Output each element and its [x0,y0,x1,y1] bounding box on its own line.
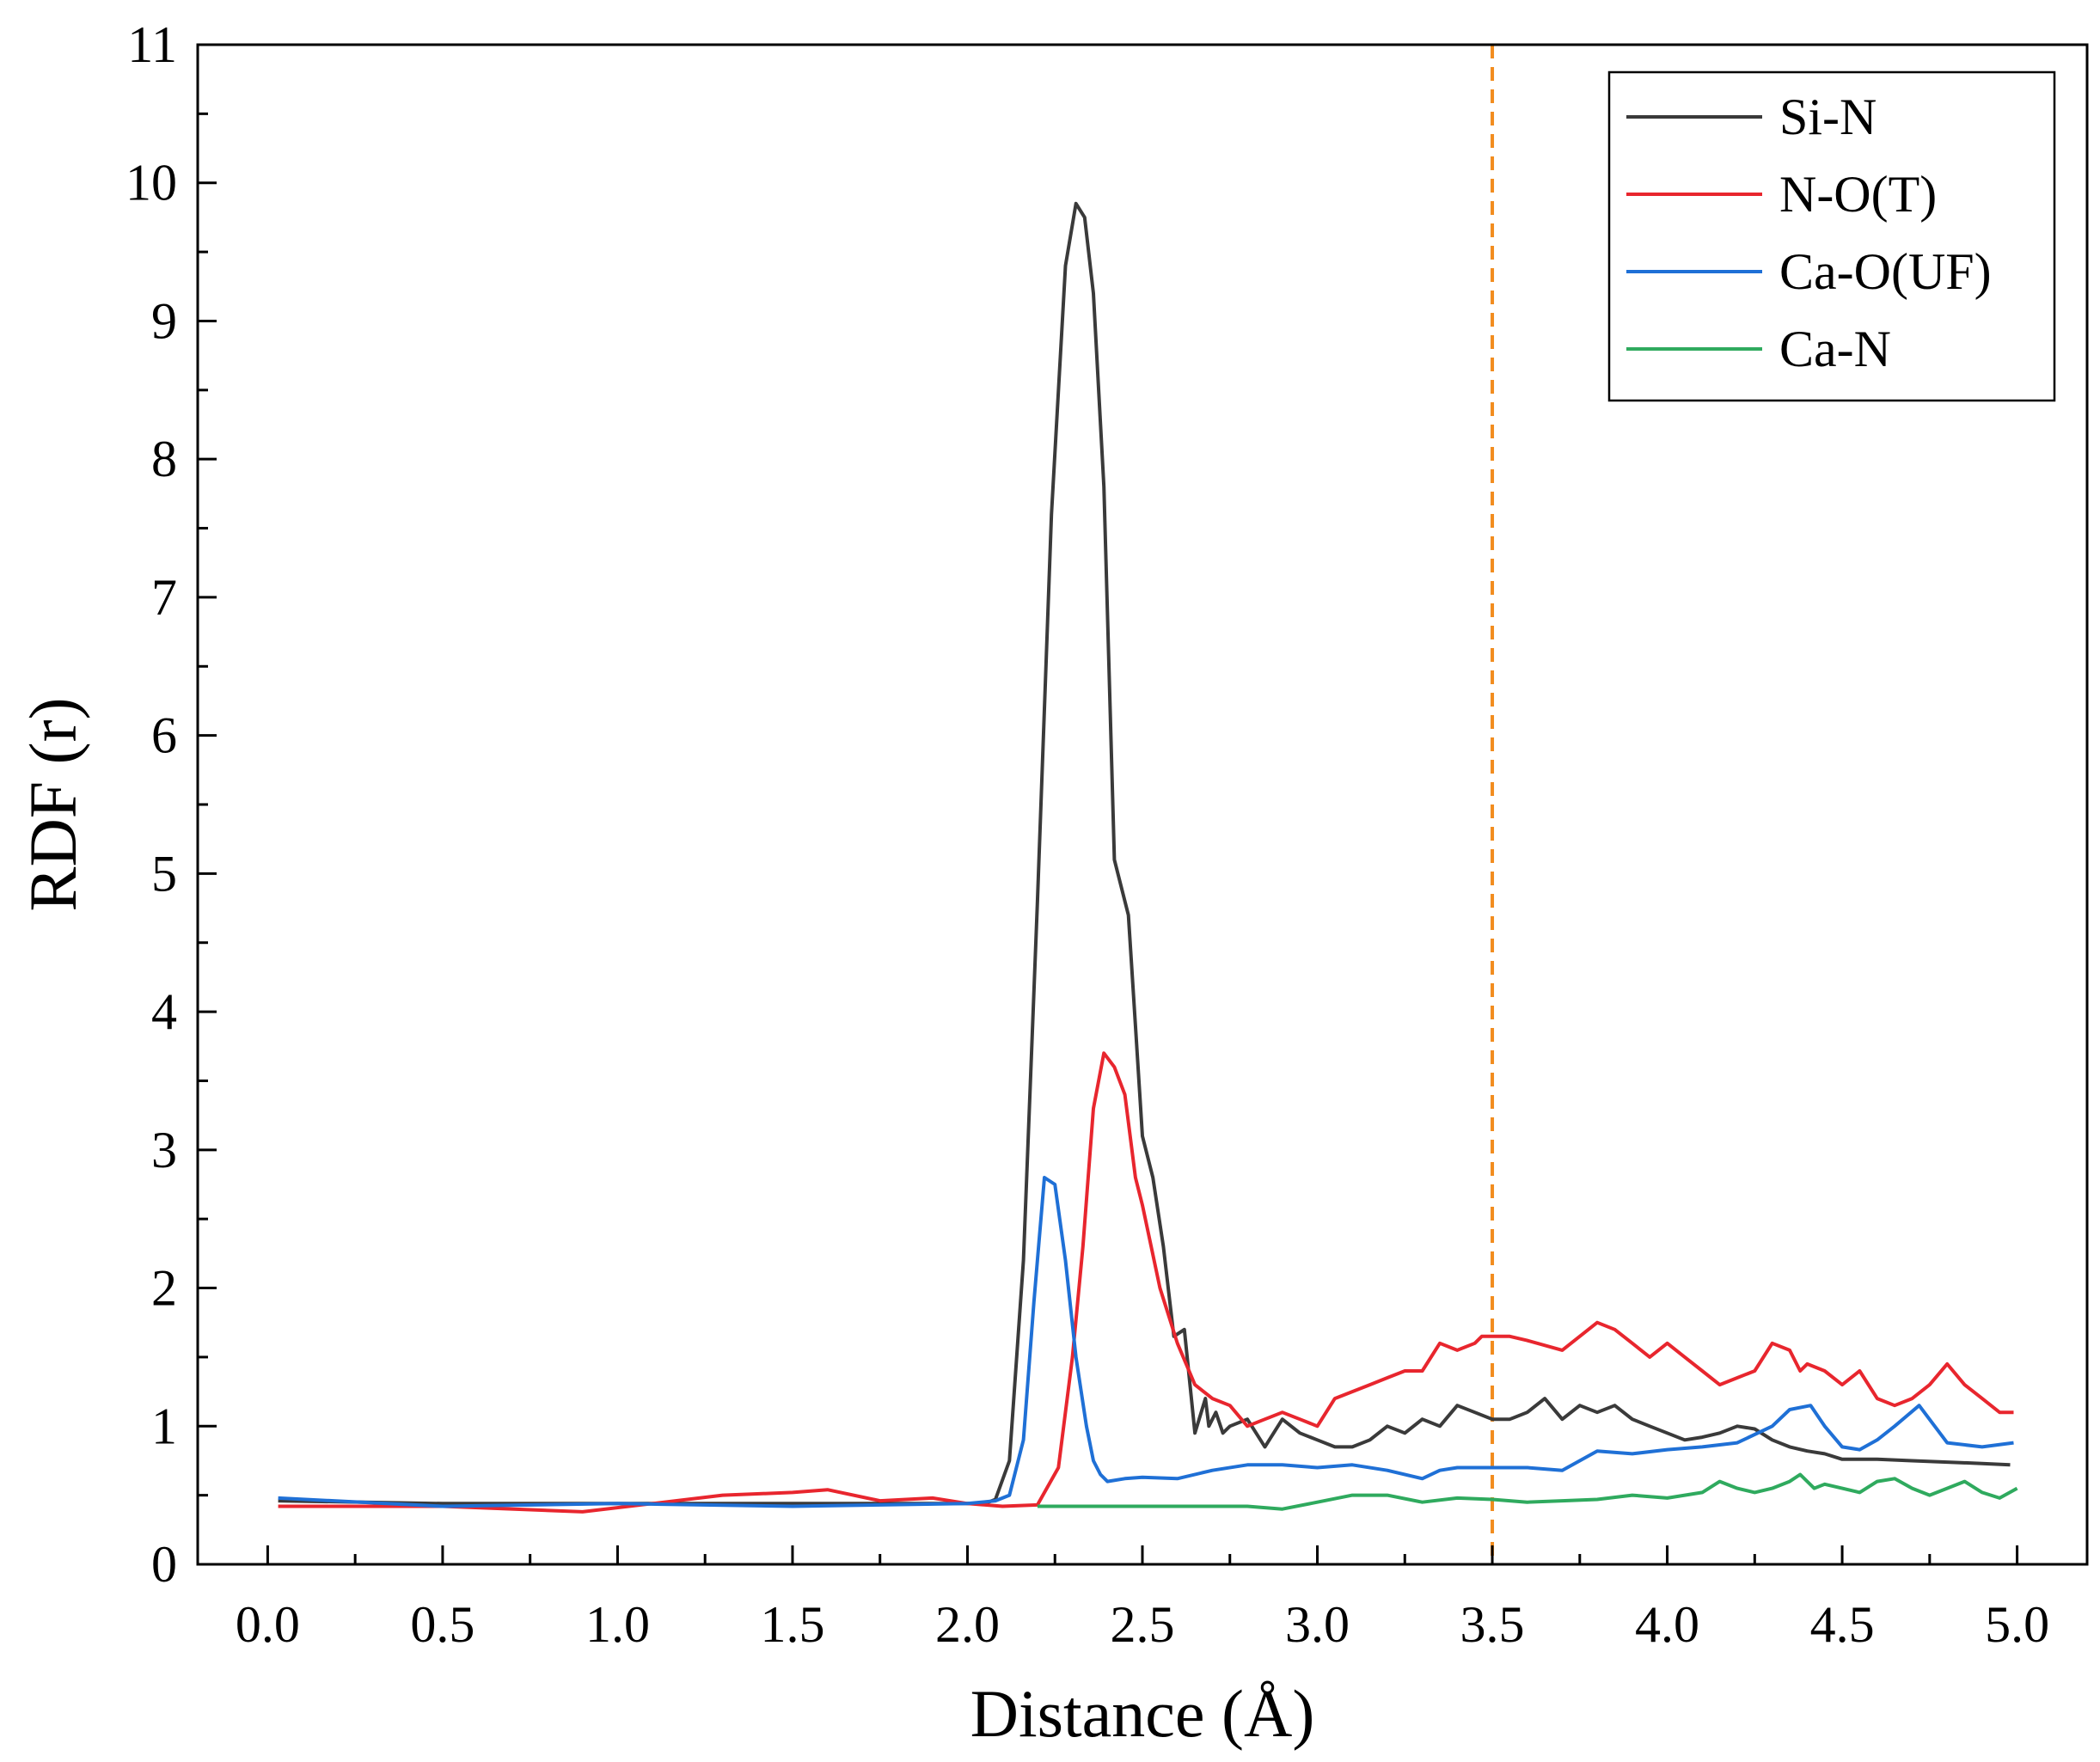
y-axis-title: RDF (r) [15,697,90,911]
series-line-n-o-t- [278,1051,2014,1514]
y-tick-label: 11 [127,16,177,73]
legend: Si-N N-O(T) Ca-O(UF) Ca-N [1607,70,2056,402]
y-tick-label: 4 [151,983,177,1040]
legend-label: Ca-O(UF) [1779,243,1992,300]
x-tick-label: 3.5 [1460,1596,1525,1653]
y-tick-label: 1 [151,1398,177,1454]
legend-label: Ca-N [1779,321,1891,377]
axis-ticks: 0.0 0.5 1.0 1.5 2.0 2.5 3.0 3.5 4.0 4.5 5.0 0 1 2 3 4 5 6… [126,16,2049,1653]
legend-label: N-O(T) [1779,166,1937,223]
y-tick-label: 7 [151,569,177,626]
y-tick-label: 10 [126,155,177,211]
series-line-ca-o-uf- [278,1176,2014,1508]
x-tick-label: 2.0 [935,1596,1000,1653]
series-layer [278,201,2018,1514]
legend-box [1607,70,2056,402]
x-tick-label: 5.0 [1985,1596,2049,1653]
x-tick-label: 1.5 [760,1596,824,1653]
x-tick-label: 1.0 [585,1596,650,1653]
x-tick-label: 4.0 [1635,1596,1699,1653]
y-tick-label: 0 [151,1536,177,1593]
legend-label: Si-N [1779,89,1877,145]
x-axis-title: Distance (Å) [970,1676,1315,1751]
x-tick-label: 2.5 [1111,1596,1175,1653]
y-tick-label: 5 [151,845,177,902]
series-line-si-n [278,201,2011,1506]
y-tick-label: 3 [151,1122,177,1178]
series-line-ca-n [1037,1472,2018,1511]
x-tick-label: 0.5 [410,1596,474,1653]
x-tick-label: 3.0 [1285,1596,1350,1653]
x-tick-label: 4.5 [1810,1596,1875,1653]
y-tick-label: 2 [151,1260,177,1317]
y-tick-label: 8 [151,431,177,487]
x-tick-label: 0.0 [236,1596,300,1653]
y-tick-label: 6 [151,707,177,764]
y-tick-label: 9 [151,292,177,349]
